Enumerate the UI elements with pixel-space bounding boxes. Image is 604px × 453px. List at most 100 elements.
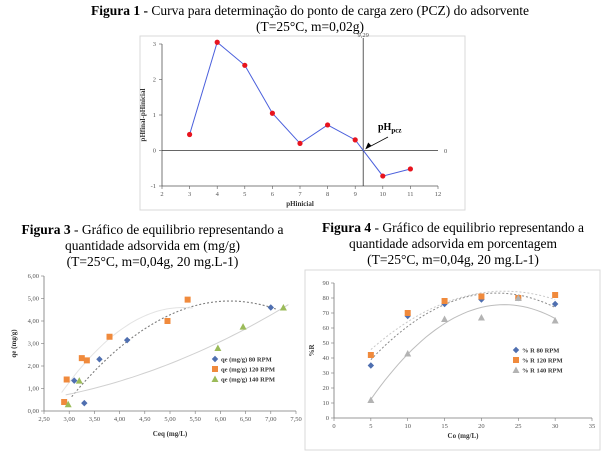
pcz-y-axis-title: pHfinal-pHinicial [139, 88, 147, 141]
removal-legend-label: % R 120 RPM [522, 357, 563, 364]
qe-x-tick-label: 6,50 [240, 416, 251, 423]
removal-x-tick-label: 0 [332, 423, 335, 430]
qe-y-tick-label: 6,00 [28, 273, 39, 280]
pcz-x-tick-label: 12 [435, 191, 442, 198]
qe-x-tick-label: 4,00 [114, 416, 125, 423]
figure4-caption-label: Figura 4 [321, 220, 372, 235]
pcz-data-point [297, 140, 303, 146]
qe-x-tick-label: 5,00 [164, 416, 175, 423]
figure4-caption-line2: quantidade adsorvida em porcentagem [348, 236, 558, 251]
qe-data-point [81, 399, 88, 407]
pcz-y-tick-label: 1 [153, 112, 156, 119]
pcz-x-tick-label: 11 [407, 191, 413, 198]
removal-y-tick-label: 80 [323, 295, 330, 302]
removal-data-point [478, 296, 485, 303]
qe-x-tick-label: 7,00 [265, 416, 276, 423]
qe-x-axis-title: Ceq (mg/L) [153, 430, 188, 438]
removal-data-point [367, 396, 375, 403]
removal-data-point [478, 293, 485, 300]
removal-data-point [367, 352, 374, 358]
qe-x-tick-label: 3,00 [64, 416, 75, 423]
pcz-x-tick-label: 3 [188, 191, 191, 198]
removal-data-point [404, 312, 411, 320]
qe-data-point [71, 377, 78, 384]
figure1-caption-label: Figura 1 - [91, 3, 148, 18]
removal-y-tick-label: 0 [326, 415, 329, 422]
figure4-caption-line1: - Gráfico de equilibrio representando a [371, 220, 585, 235]
pcz-x-tick-label: 4 [216, 191, 220, 198]
removal-y-tick-label: 40 [323, 355, 330, 362]
pcz-x-tick-label: 7 [298, 191, 302, 198]
qe-data-point [239, 323, 247, 330]
qe-data-point [106, 333, 113, 340]
removal-trendline [370, 292, 556, 361]
pcz-data-point [187, 131, 193, 138]
removal-data-point [515, 295, 522, 301]
removal-legend-label: % R 80 RPM [522, 347, 559, 354]
removal-y-tick-label: 30 [323, 370, 330, 377]
qe-legend-label: qe (mg/g) 140 RPM [221, 376, 275, 383]
qe-data-point [279, 304, 287, 311]
pcz-annotation-sub: pcz [391, 127, 401, 135]
qe-y-tick-label: 1,00 [28, 386, 39, 393]
removal-y-tick-label: 10 [323, 400, 330, 407]
removal-x-tick-label: 5 [369, 423, 372, 430]
pcz-x-tick-label: 8 [326, 191, 329, 198]
removal-x-tick-label: 30 [552, 423, 559, 430]
removal-data-point [552, 292, 559, 298]
pcz-annotation: pHpcz [378, 122, 401, 135]
qe-data-point [83, 357, 90, 364]
pcz-data-point [407, 166, 413, 172]
removal-y-tick-label: 50 [323, 340, 330, 347]
qe-data-point [123, 336, 131, 344]
figure3-caption: Figura 3 - Gráfico de equilibrio represe… [0, 222, 305, 270]
qe-data-point [214, 344, 222, 351]
qe-x-tick-label: 2,50 [38, 416, 49, 423]
removal-x-tick-label: 25 [515, 423, 522, 430]
qe-data-point [164, 318, 171, 324]
qe-y-axis-title: qe (mg/g) [10, 329, 18, 358]
qe-trendline [65, 304, 289, 396]
removal-x-tick-label: 15 [441, 423, 448, 430]
pcz-y-tick-label: 0 [153, 148, 156, 155]
qe-data-point [96, 356, 103, 363]
removal-data-point [515, 294, 522, 302]
pcz-y-tick-label: -1 [151, 183, 156, 190]
qe-x-tick-label: 6,00 [215, 416, 226, 423]
pcz-x-tick-label: 2 [160, 191, 163, 198]
pcz-annotation-arrowhead [365, 142, 372, 150]
qe-x-tick-label: 3,50 [89, 416, 100, 423]
pcz-data-point [352, 137, 358, 143]
qe-data-point [63, 376, 70, 383]
qe-legend-label: qe (mg/g) 80 RPM [221, 356, 272, 363]
removal-x-tick-label: 20 [478, 423, 485, 430]
removal-legend-label: % R 140 RPM [522, 367, 563, 374]
removal-data-point [514, 294, 522, 301]
removal-y-tick-label: 70 [323, 310, 330, 317]
pcz-x-axis-title: pHinicial [286, 200, 314, 208]
figure4-caption: Figura 4 - Gráfico de equilibrio represe… [302, 220, 604, 268]
pcz-series-line [189, 41, 411, 177]
figure1-caption-line2: (T=25°C, m=0,02g) [256, 19, 364, 34]
pcz-data-point [380, 173, 386, 179]
removal-legend-marker [513, 357, 519, 363]
pcz-data-point [325, 122, 331, 128]
figure3-caption-line3: (T=25°C, m=0,04g, 20 mg.L-1) [66, 254, 239, 269]
removal-legend-marker [512, 346, 520, 354]
qe-legend-marker [212, 366, 218, 372]
removal-x-tick-label: 10 [404, 423, 411, 430]
qe-x-tick-label: 4,50 [139, 416, 150, 423]
pcz-data-point [269, 110, 275, 116]
removal-y-axis-title: %R [308, 344, 316, 357]
pcz-chart-frame [139, 35, 466, 211]
qe-trendline [61, 306, 193, 393]
pcz-x-tick-label: 9 [354, 191, 357, 198]
qe-y-tick-label: 5,00 [28, 296, 39, 303]
removal-trendline [370, 304, 556, 400]
removal-legend-marker [512, 366, 520, 373]
qe-data-point [61, 399, 68, 405]
figure1-caption: Figura 1 - Curva para determinação do po… [40, 3, 580, 35]
qe-legend-marker [211, 355, 219, 363]
figure1-caption-line1: Curva para determinação do ponto de carg… [148, 3, 529, 18]
removal-x-axis-title: Co (mg/L) [448, 432, 480, 440]
